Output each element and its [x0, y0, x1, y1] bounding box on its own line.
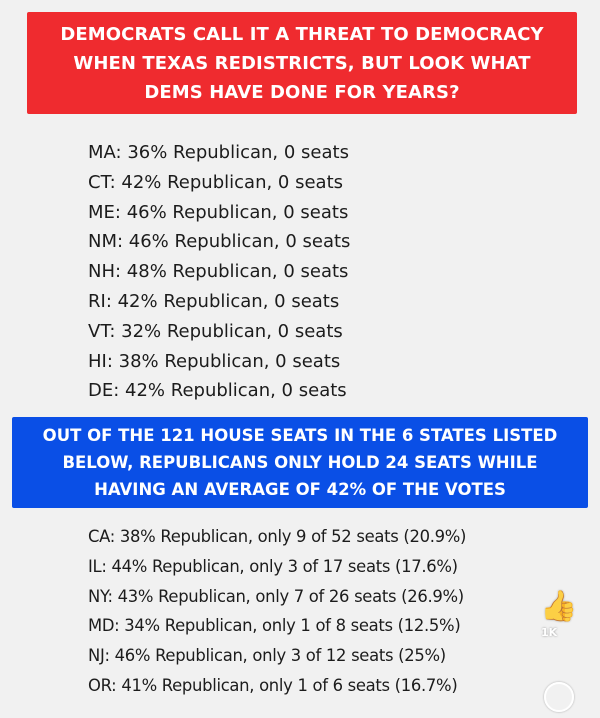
thumbs-up-icon[interactable]: 👍	[540, 589, 578, 624]
list-item: CT: 42% Republican, 0 seats	[88, 171, 344, 193]
summary-banner-line: HAVING AN AVERAGE OF 42% OF THE VOTES	[94, 480, 506, 499]
list-item: DE: 42% Republican, 0 seats	[88, 380, 347, 402]
list-item: ME: 46% Republican, 0 seats	[88, 201, 349, 223]
header-banner-line: DEMS HAVE DONE FOR YEARS?	[144, 81, 460, 103]
list-item: MA: 36% Republican, 0 seats	[88, 142, 349, 163]
list-item: NY: 43% Republican, only 7 of 26 seats (…	[88, 586, 464, 606]
header-banner: DEMOCRATS CALL IT A THREAT TO DEMOCRACY …	[27, 12, 577, 114]
header-banner-line: DEMOCRATS CALL IT A THREAT TO DEMOCRACY	[60, 23, 544, 45]
list-item: NH: 48% Republican, 0 seats	[88, 261, 349, 283]
list-item: IL: 44% Republican, only 3 of 17 seats (…	[88, 556, 458, 576]
header-banner-line: WHEN TEXAS REDISTRICTS, BUT LOOK WHAT	[73, 52, 531, 74]
summary-banner-line: BELOW, REPUBLICANS ONLY HOLD 24 SEATS WH…	[62, 453, 538, 472]
partial-seat-state-list: CA: 38% Republican, only 9 of 52 seats (…	[88, 522, 466, 701]
circle-button-icon[interactable]	[544, 682, 574, 712]
summary-banner: OUT OF THE 121 HOUSE SEATS IN THE 6 STAT…	[12, 417, 588, 508]
list-item: VT: 32% Republican, 0 seats	[88, 320, 343, 342]
zero-seat-state-list: MA: 36% Republican, 0 seats CT: 42% Repu…	[88, 138, 350, 406]
list-item: NM: 46% Republican, 0 seats	[88, 231, 351, 253]
list-item: MD: 34% Republican, only 1 of 8 seats (1…	[88, 616, 461, 636]
list-item: HI: 38% Republican, 0 seats	[88, 350, 341, 372]
summary-banner-line: OUT OF THE 121 HOUSE SEATS IN THE 6 STAT…	[42, 426, 558, 445]
list-item: CA: 38% Republican, only 9 of 52 seats (…	[88, 527, 467, 546]
list-item: OR: 41% Republican, only 1 of 6 seats (1…	[88, 675, 458, 695]
like-count: 1K	[541, 626, 558, 639]
list-item: NJ: 46% Republican, only 3 of 12 seats (…	[88, 646, 446, 666]
list-item: RI: 42% Republican, 0 seats	[88, 290, 340, 312]
